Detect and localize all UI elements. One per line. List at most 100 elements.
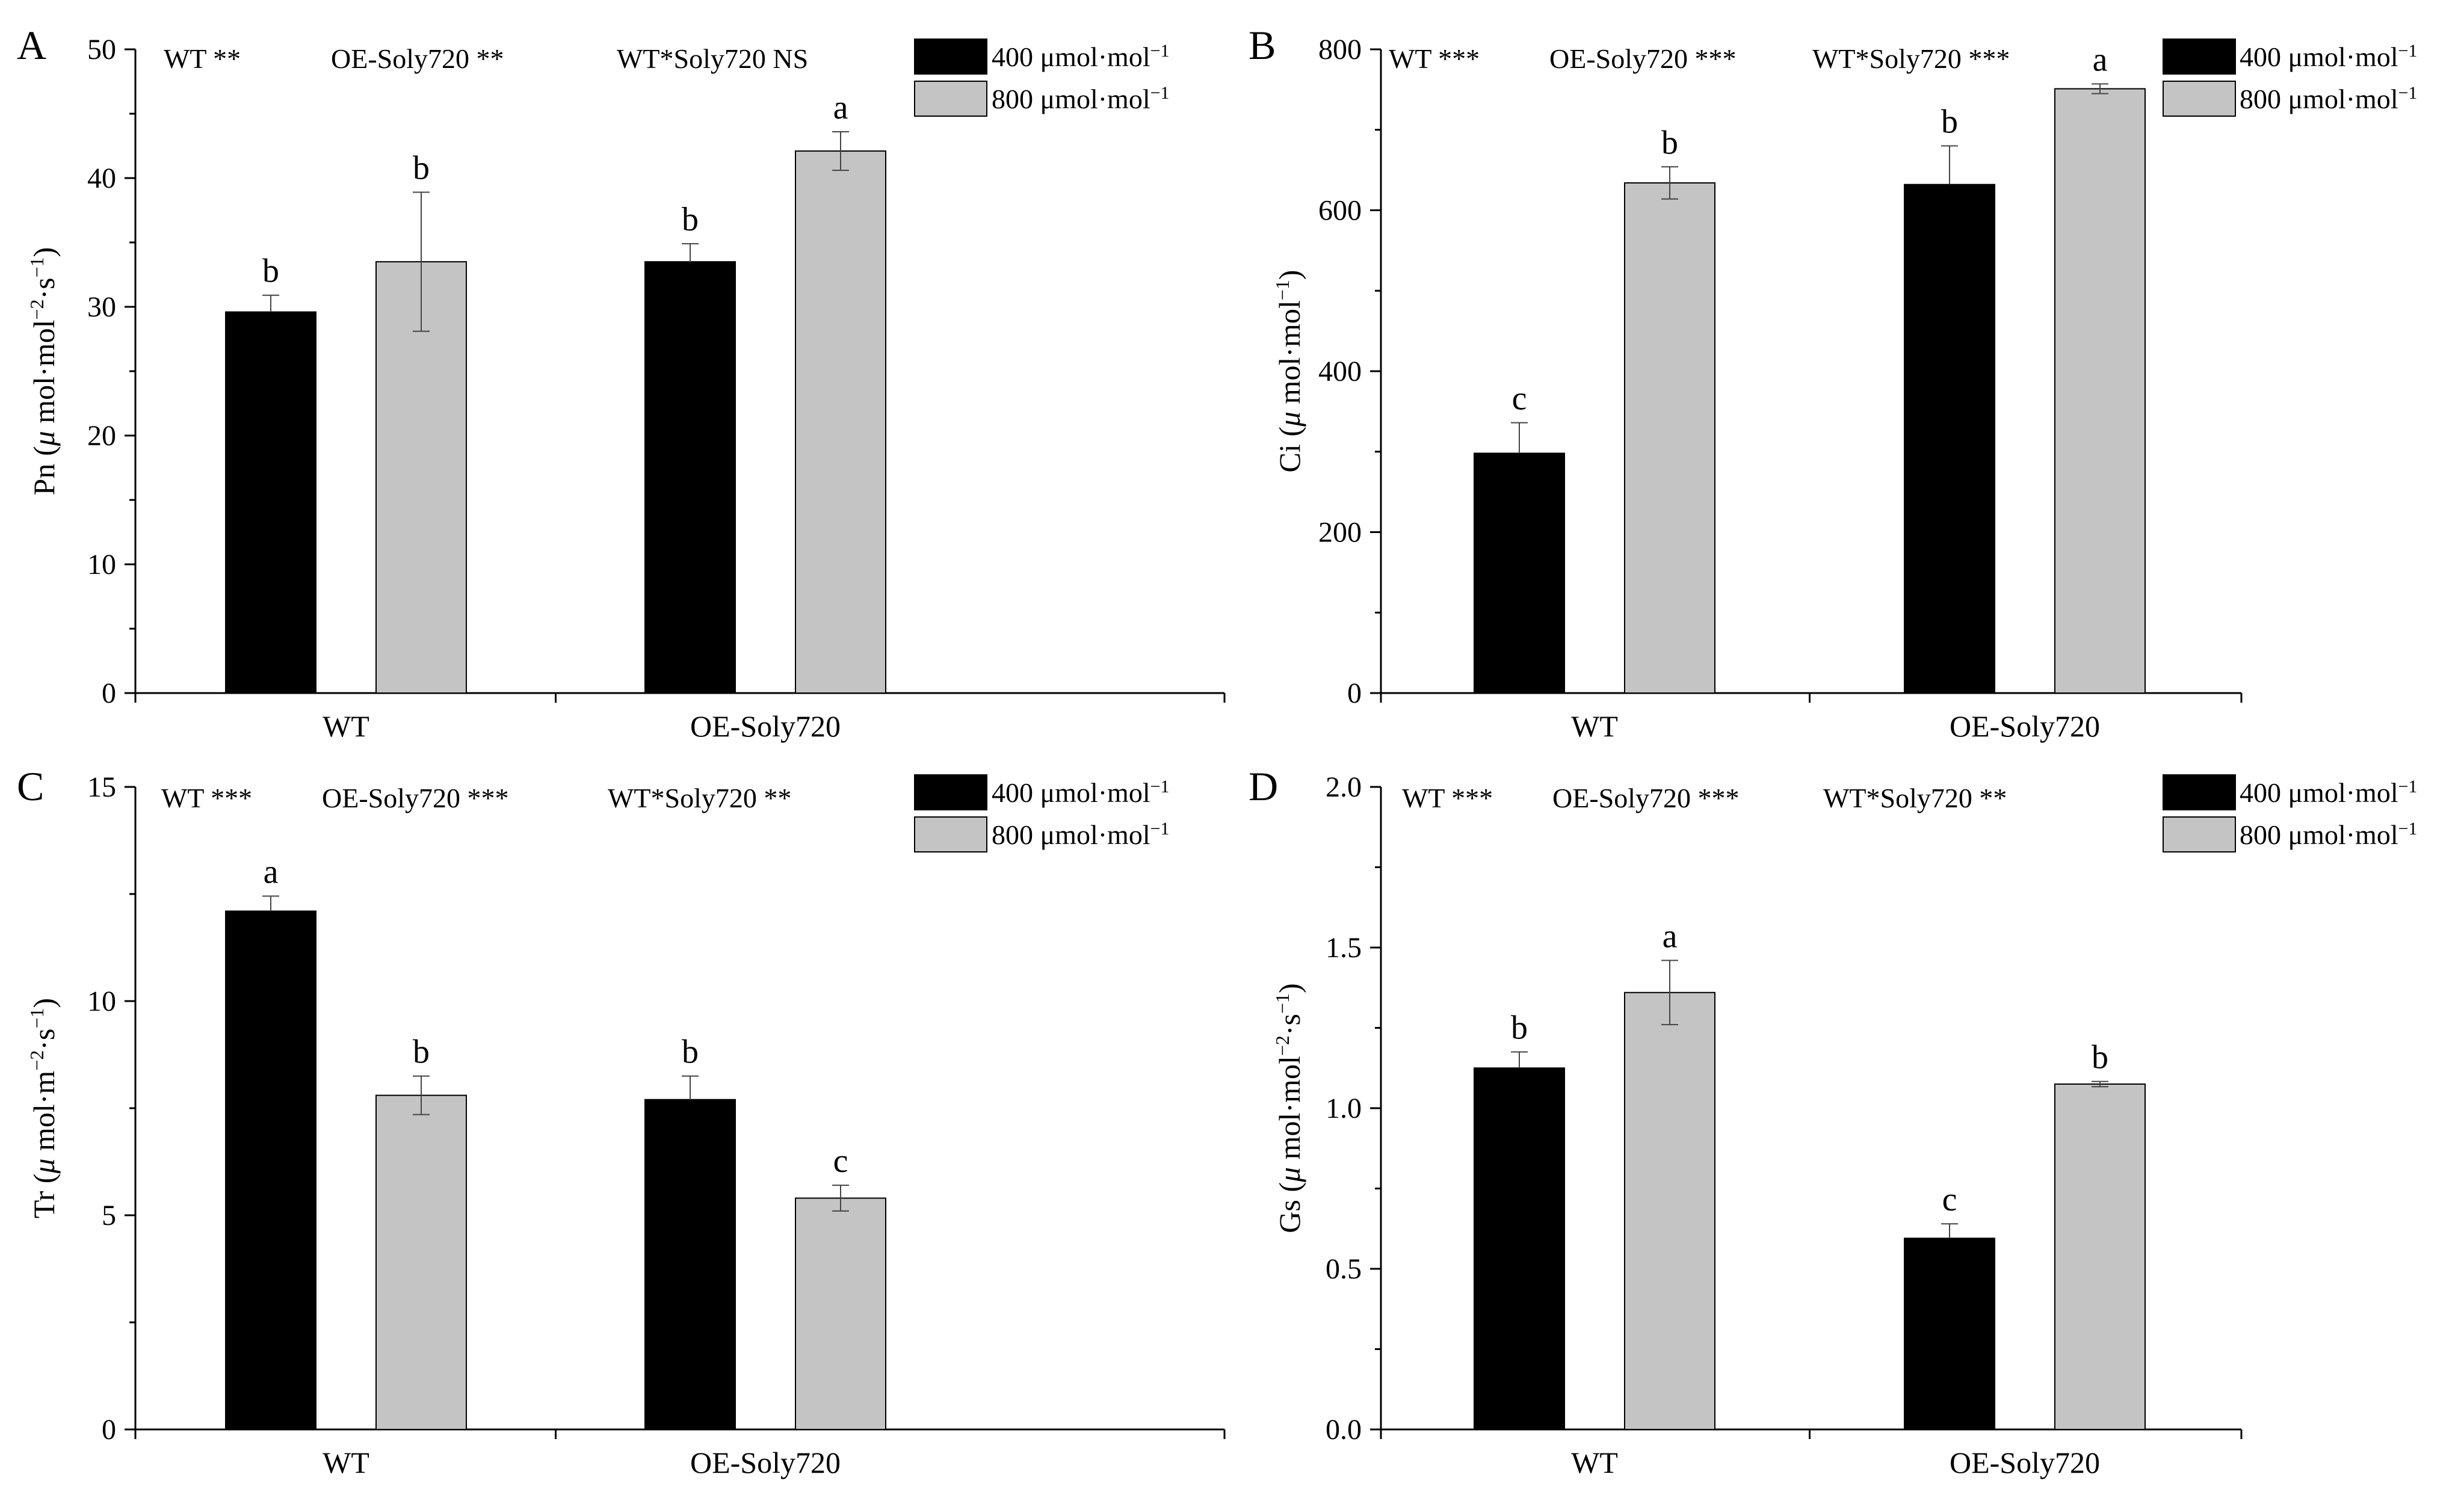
significance-letter: b	[1511, 1010, 1528, 1047]
significance-letter: c	[1942, 1181, 1957, 1218]
legend-label: 400 μmol·mol−1	[992, 777, 1170, 809]
y-axis-title-part: ·s	[27, 1029, 61, 1050]
legend-swatch	[914, 81, 987, 117]
y-axis-title: Pn (μ mol·mol−2·s−1)	[26, 247, 61, 496]
bar	[225, 910, 316, 1430]
legend-label-text: 800 μmol·mol	[2240, 84, 2398, 114]
y-axis-title-part: μ	[27, 1158, 61, 1174]
legend-label-exponent: −1	[2398, 83, 2418, 103]
y-tick-label: 40	[87, 162, 116, 194]
legend-label-exponent: −1	[2398, 41, 2418, 61]
bar	[1474, 452, 1565, 694]
significance-letter: b	[413, 1034, 430, 1071]
panel-letter: B	[1249, 22, 1276, 68]
legend-swatch	[2163, 774, 2236, 810]
significance-letter: a	[264, 854, 279, 891]
y-tick-label: 30	[87, 291, 116, 323]
bar	[644, 1099, 736, 1430]
stat-annotation: WT ***	[1389, 43, 1480, 74]
stat-annotation: OE-Soly720 **	[331, 43, 504, 74]
y-axis-title-part: −1	[1271, 993, 1293, 1014]
legend-label-exponent: −1	[1150, 777, 1170, 797]
bar	[2054, 88, 2146, 694]
x-tick-label: OE-Soly720	[690, 1446, 841, 1479]
legend-swatch	[2163, 816, 2236, 852]
y-axis-title-part: −2	[26, 1050, 48, 1071]
legend-label-exponent: −1	[2398, 819, 2418, 839]
legend-label: 400 μmol·mol−1	[992, 41, 1170, 73]
panel-letter: D	[1249, 763, 1278, 809]
legend-label: 400 μmol·mol−1	[2240, 41, 2418, 73]
x-tick-label: OE-Soly720	[690, 709, 841, 743]
legend-label-text: 800 μmol·mol	[992, 84, 1150, 114]
stat-annotation: WT **	[164, 43, 241, 74]
legend-label-text: 800 μmol·mol	[2240, 819, 2398, 850]
y-axis-title: Tr (μ mol·m−2·s−1)	[26, 998, 61, 1218]
y-tick-label: 20	[87, 420, 116, 452]
y-axis-title-part: ·s	[27, 277, 61, 299]
legend-swatch	[2163, 39, 2236, 75]
panel-C: C 0 5 10 15 WT OE-Soly720 Tr (μ mol·m−2·s−1) WT …	[17, 763, 1226, 1479]
y-tick-label: 200	[1318, 517, 1362, 549]
legend-swatch	[914, 39, 987, 75]
legend-swatch	[2163, 81, 2236, 117]
bar	[1624, 182, 1715, 694]
bar	[1904, 1238, 1995, 1431]
x-tick-label: OE-Soly720	[1950, 1446, 2100, 1479]
y-axis-title-part: )	[27, 247, 61, 257]
y-axis-title-part: −2	[1271, 1035, 1293, 1056]
y-tick-label: 10	[87, 549, 116, 581]
legend-label: 800 μmol·mol−1	[2240, 819, 2418, 851]
bar	[795, 1197, 886, 1431]
legend-label-text: 800 μmol·mol	[992, 819, 1150, 850]
legend-label-exponent: −1	[2398, 777, 2418, 797]
y-tick-label: 5	[102, 1200, 116, 1232]
bar	[1904, 183, 1995, 694]
bar	[375, 1094, 467, 1430]
significance-letter: a	[833, 89, 848, 126]
y-tick-label: 0.5	[1326, 1253, 1362, 1285]
significance-letter: b	[2092, 1039, 2108, 1076]
x-tick-label: WT	[323, 709, 369, 743]
legend-label: 800 μmol·mol−1	[992, 819, 1170, 851]
significance-letter: b	[682, 201, 699, 238]
y-tick-label: 50	[87, 34, 116, 66]
stat-annotation: WT ***	[161, 783, 252, 813]
stat-annotation: WT ***	[1402, 783, 1493, 813]
y-tick-label: 15	[87, 771, 116, 803]
panel-D: D 0.0 0.5 1.0 1.5 2.0 WT OE-Soly720 Gs (μ mol·mo…	[1249, 763, 2418, 1479]
y-axis-title-part: )	[1273, 983, 1306, 993]
bar	[375, 261, 467, 694]
x-tick-label: WT	[1571, 709, 1618, 743]
legend-label-text: 400 μmol·mol	[2240, 42, 2398, 72]
stat-annotation: WT*Soly720 **	[1823, 783, 2007, 813]
legend-swatch	[914, 774, 987, 810]
stat-annotation: WT*Soly720 **	[608, 783, 791, 813]
bar	[795, 150, 886, 694]
legend-label-text: 400 μmol·mol	[992, 777, 1150, 808]
legend-swatch	[914, 816, 987, 852]
panel-letter: C	[17, 763, 44, 809]
y-axis-title-part: −2	[26, 299, 48, 319]
significance-letter: a	[2093, 42, 2108, 79]
bar	[1624, 991, 1715, 1430]
panel-letter: A	[17, 22, 46, 68]
x-tick-label: WT	[323, 1446, 369, 1479]
bar	[225, 311, 316, 694]
y-axis-title-part: )	[27, 998, 61, 1008]
y-axis-title: Gs (μ mol·mol−2·s−1)	[1271, 983, 1306, 1233]
x-tick-label: WT	[1571, 1446, 1618, 1479]
significance-letter: a	[1663, 917, 1678, 955]
significance-letter: b	[682, 1034, 699, 1071]
legend-label-text: 400 μmol·mol	[992, 42, 1150, 72]
stat-annotation: OE-Soly720 ***	[1549, 43, 1737, 74]
significance-letter: b	[1661, 124, 1678, 161]
legend-label: 400 μmol·mol−1	[2240, 777, 2418, 809]
y-tick-label: 0	[102, 1414, 116, 1446]
y-axis-title-part: Gs (	[1273, 1182, 1306, 1233]
y-axis-title-part: Pn (	[27, 446, 61, 495]
y-axis-title-part: mol·m	[27, 1071, 61, 1159]
y-tick-label: 10	[87, 985, 116, 1017]
